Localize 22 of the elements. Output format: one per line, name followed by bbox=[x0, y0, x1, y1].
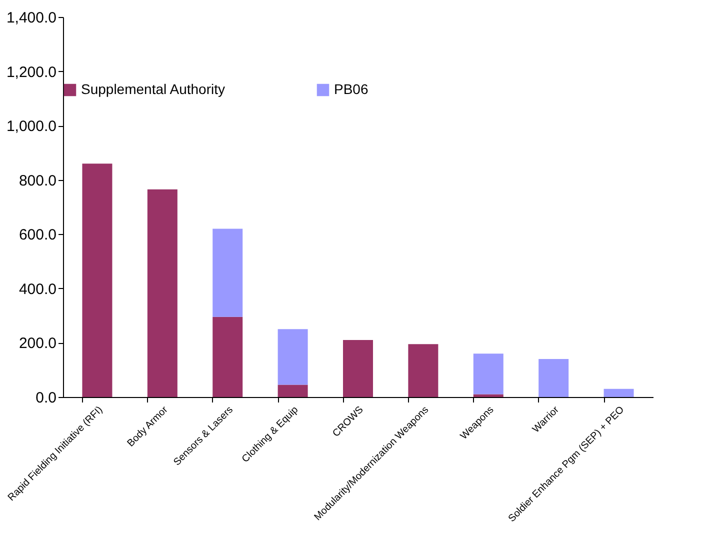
bar bbox=[408, 344, 438, 397]
bar bbox=[343, 340, 373, 397]
bar bbox=[212, 228, 243, 317]
legend-label: Supplemental Authority bbox=[81, 81, 225, 97]
y-tick-label: 0.0 bbox=[36, 390, 56, 406]
bar bbox=[212, 316, 243, 397]
y-tick-label: 200.0 bbox=[18, 335, 56, 352]
bar bbox=[82, 164, 112, 397]
bar bbox=[278, 384, 308, 397]
bar bbox=[473, 394, 504, 397]
bar bbox=[604, 388, 634, 397]
y-tick-label: 1,400.0 bbox=[6, 10, 56, 26]
y-tick-label: 400.0 bbox=[18, 280, 56, 298]
bar bbox=[473, 354, 504, 394]
y-tick-label: 1,200.0 bbox=[6, 64, 56, 81]
y-tick-label: 600.0 bbox=[18, 226, 56, 244]
y-tick-label: 1,000.0 bbox=[6, 118, 56, 136]
bar bbox=[147, 189, 178, 397]
y-tick-label: 800.0 bbox=[18, 172, 56, 190]
bar bbox=[538, 359, 569, 397]
legend-label: PB06 bbox=[334, 81, 368, 97]
bar bbox=[278, 329, 308, 385]
